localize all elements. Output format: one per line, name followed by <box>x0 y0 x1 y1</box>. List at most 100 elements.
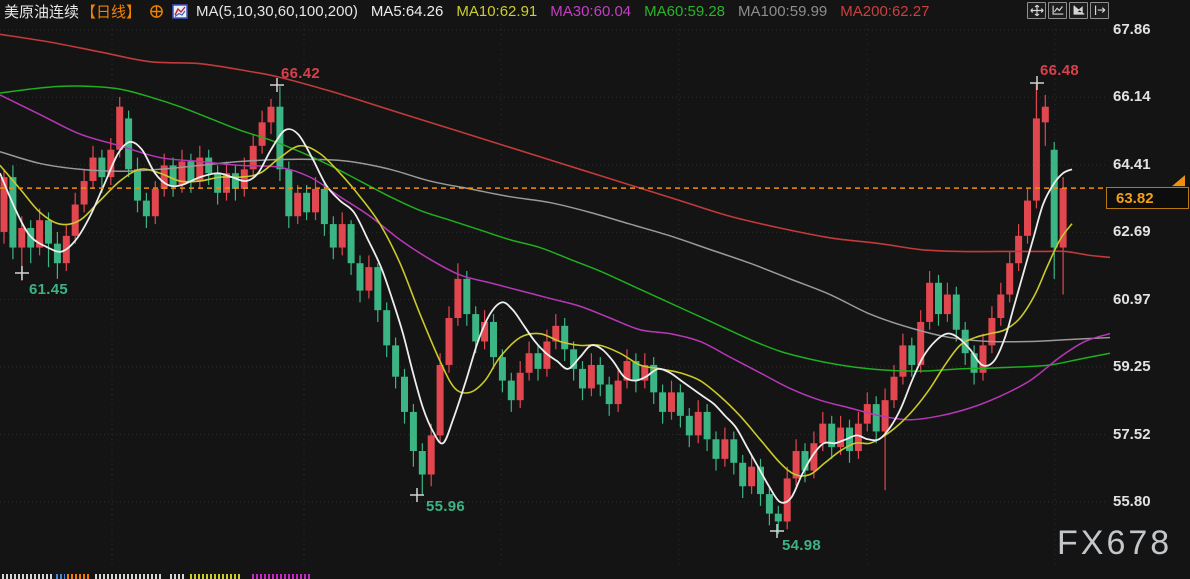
ma-legend-item: MA10:62.91 <box>456 3 538 20</box>
clipped-text-fragment <box>190 574 242 579</box>
candle <box>107 137 115 185</box>
ma60-line <box>0 85 1111 372</box>
cross-marker <box>270 78 284 92</box>
extreme-price-label: 54.98 <box>782 537 822 554</box>
candle <box>418 443 426 496</box>
clipped-text-fragment <box>56 574 65 579</box>
exit-icon <box>1094 5 1105 15</box>
candle <box>552 314 560 350</box>
toolbar-button-exit[interactable] <box>1090 2 1109 19</box>
axis-label: 64.41 <box>1113 155 1151 173</box>
candle <box>285 161 293 228</box>
candle <box>668 380 675 420</box>
extreme-price-label: 66.48 <box>1040 62 1080 79</box>
candle <box>863 392 871 432</box>
ma-legend-item: MA60:59.28 <box>644 3 726 20</box>
candle <box>134 157 141 213</box>
ma30-line <box>0 94 1111 421</box>
candle <box>926 271 934 330</box>
chart-toolbar <box>1027 2 1111 19</box>
clipped-indicator-legend <box>0 574 1190 579</box>
candle <box>703 404 711 452</box>
current-price-value: 63.82 <box>1116 190 1154 207</box>
candle <box>445 306 453 373</box>
candle <box>952 286 960 342</box>
candle <box>196 145 204 189</box>
candle <box>409 404 417 467</box>
candle <box>45 212 52 268</box>
candle <box>881 388 889 491</box>
candlestick-series <box>0 83 1067 534</box>
mini-chart-icon[interactable] <box>172 4 188 19</box>
candle <box>276 86 284 182</box>
target-icon[interactable] <box>149 4 164 19</box>
cross-marker <box>770 524 784 538</box>
candle <box>623 349 631 389</box>
candle <box>694 400 702 444</box>
candle <box>436 353 444 444</box>
candle <box>1032 83 1040 209</box>
candle <box>258 110 266 154</box>
candle <box>169 157 177 197</box>
candle <box>0 169 8 244</box>
candle <box>374 263 382 322</box>
candle <box>383 302 391 358</box>
axis-label: 67.86 <box>1113 21 1151 38</box>
candle <box>792 439 800 487</box>
candle <box>632 353 640 393</box>
candle <box>1041 94 1049 146</box>
candle <box>329 216 337 260</box>
candle <box>1006 251 1014 303</box>
clipped-text-fragment <box>252 574 312 579</box>
toolbar-button-area-chart[interactable] <box>1069 2 1088 19</box>
candle <box>650 357 658 405</box>
candle <box>908 337 916 377</box>
candle <box>899 333 907 385</box>
ma100-line <box>0 150 1111 343</box>
candle <box>365 255 373 299</box>
extreme-price-label: 61.45 <box>29 281 69 298</box>
candle <box>223 161 230 201</box>
candle <box>472 306 480 354</box>
candle <box>320 181 328 236</box>
ma-lines <box>0 33 1111 504</box>
candle <box>614 368 622 412</box>
candle <box>641 353 649 389</box>
candle <box>36 208 44 256</box>
extreme-price-label: 66.42 <box>281 65 321 82</box>
ma200-line <box>0 33 1111 259</box>
candle <box>303 184 311 221</box>
toolbar-button-pan[interactable] <box>1027 2 1046 19</box>
toolbar-button-line-chart[interactable] <box>1048 2 1067 19</box>
extreme-cross-markers <box>15 76 1044 538</box>
candle <box>187 153 195 193</box>
candle <box>214 165 222 205</box>
cross-marker <box>1030 76 1044 90</box>
period-tag: 【日线】 <box>81 4 142 21</box>
candle <box>53 231 61 279</box>
candle <box>579 361 586 401</box>
candle <box>525 341 533 381</box>
clipped-text-fragment <box>2 574 52 579</box>
axis-label: 60.97 <box>1113 290 1151 308</box>
candle <box>347 220 355 275</box>
clipped-text-fragment <box>95 574 161 579</box>
candle <box>498 349 506 393</box>
symbol-title: 美原油连续 <box>4 4 80 21</box>
candle <box>267 98 275 135</box>
ma5-line <box>0 128 1073 504</box>
extreme-price-label: 55.96 <box>426 498 466 515</box>
candle <box>490 314 497 369</box>
ma-legend-item: MA30:60.04 <box>550 3 632 20</box>
candle <box>80 169 88 213</box>
candle <box>561 317 569 362</box>
candle <box>1050 141 1058 279</box>
candle <box>1015 224 1023 272</box>
candle <box>872 396 880 444</box>
ma-legend: MA(5,10,30,60,100,200) MA5:64.26 MA10:62.9… <box>196 3 942 20</box>
candle <box>988 306 996 354</box>
candle <box>997 282 1005 326</box>
